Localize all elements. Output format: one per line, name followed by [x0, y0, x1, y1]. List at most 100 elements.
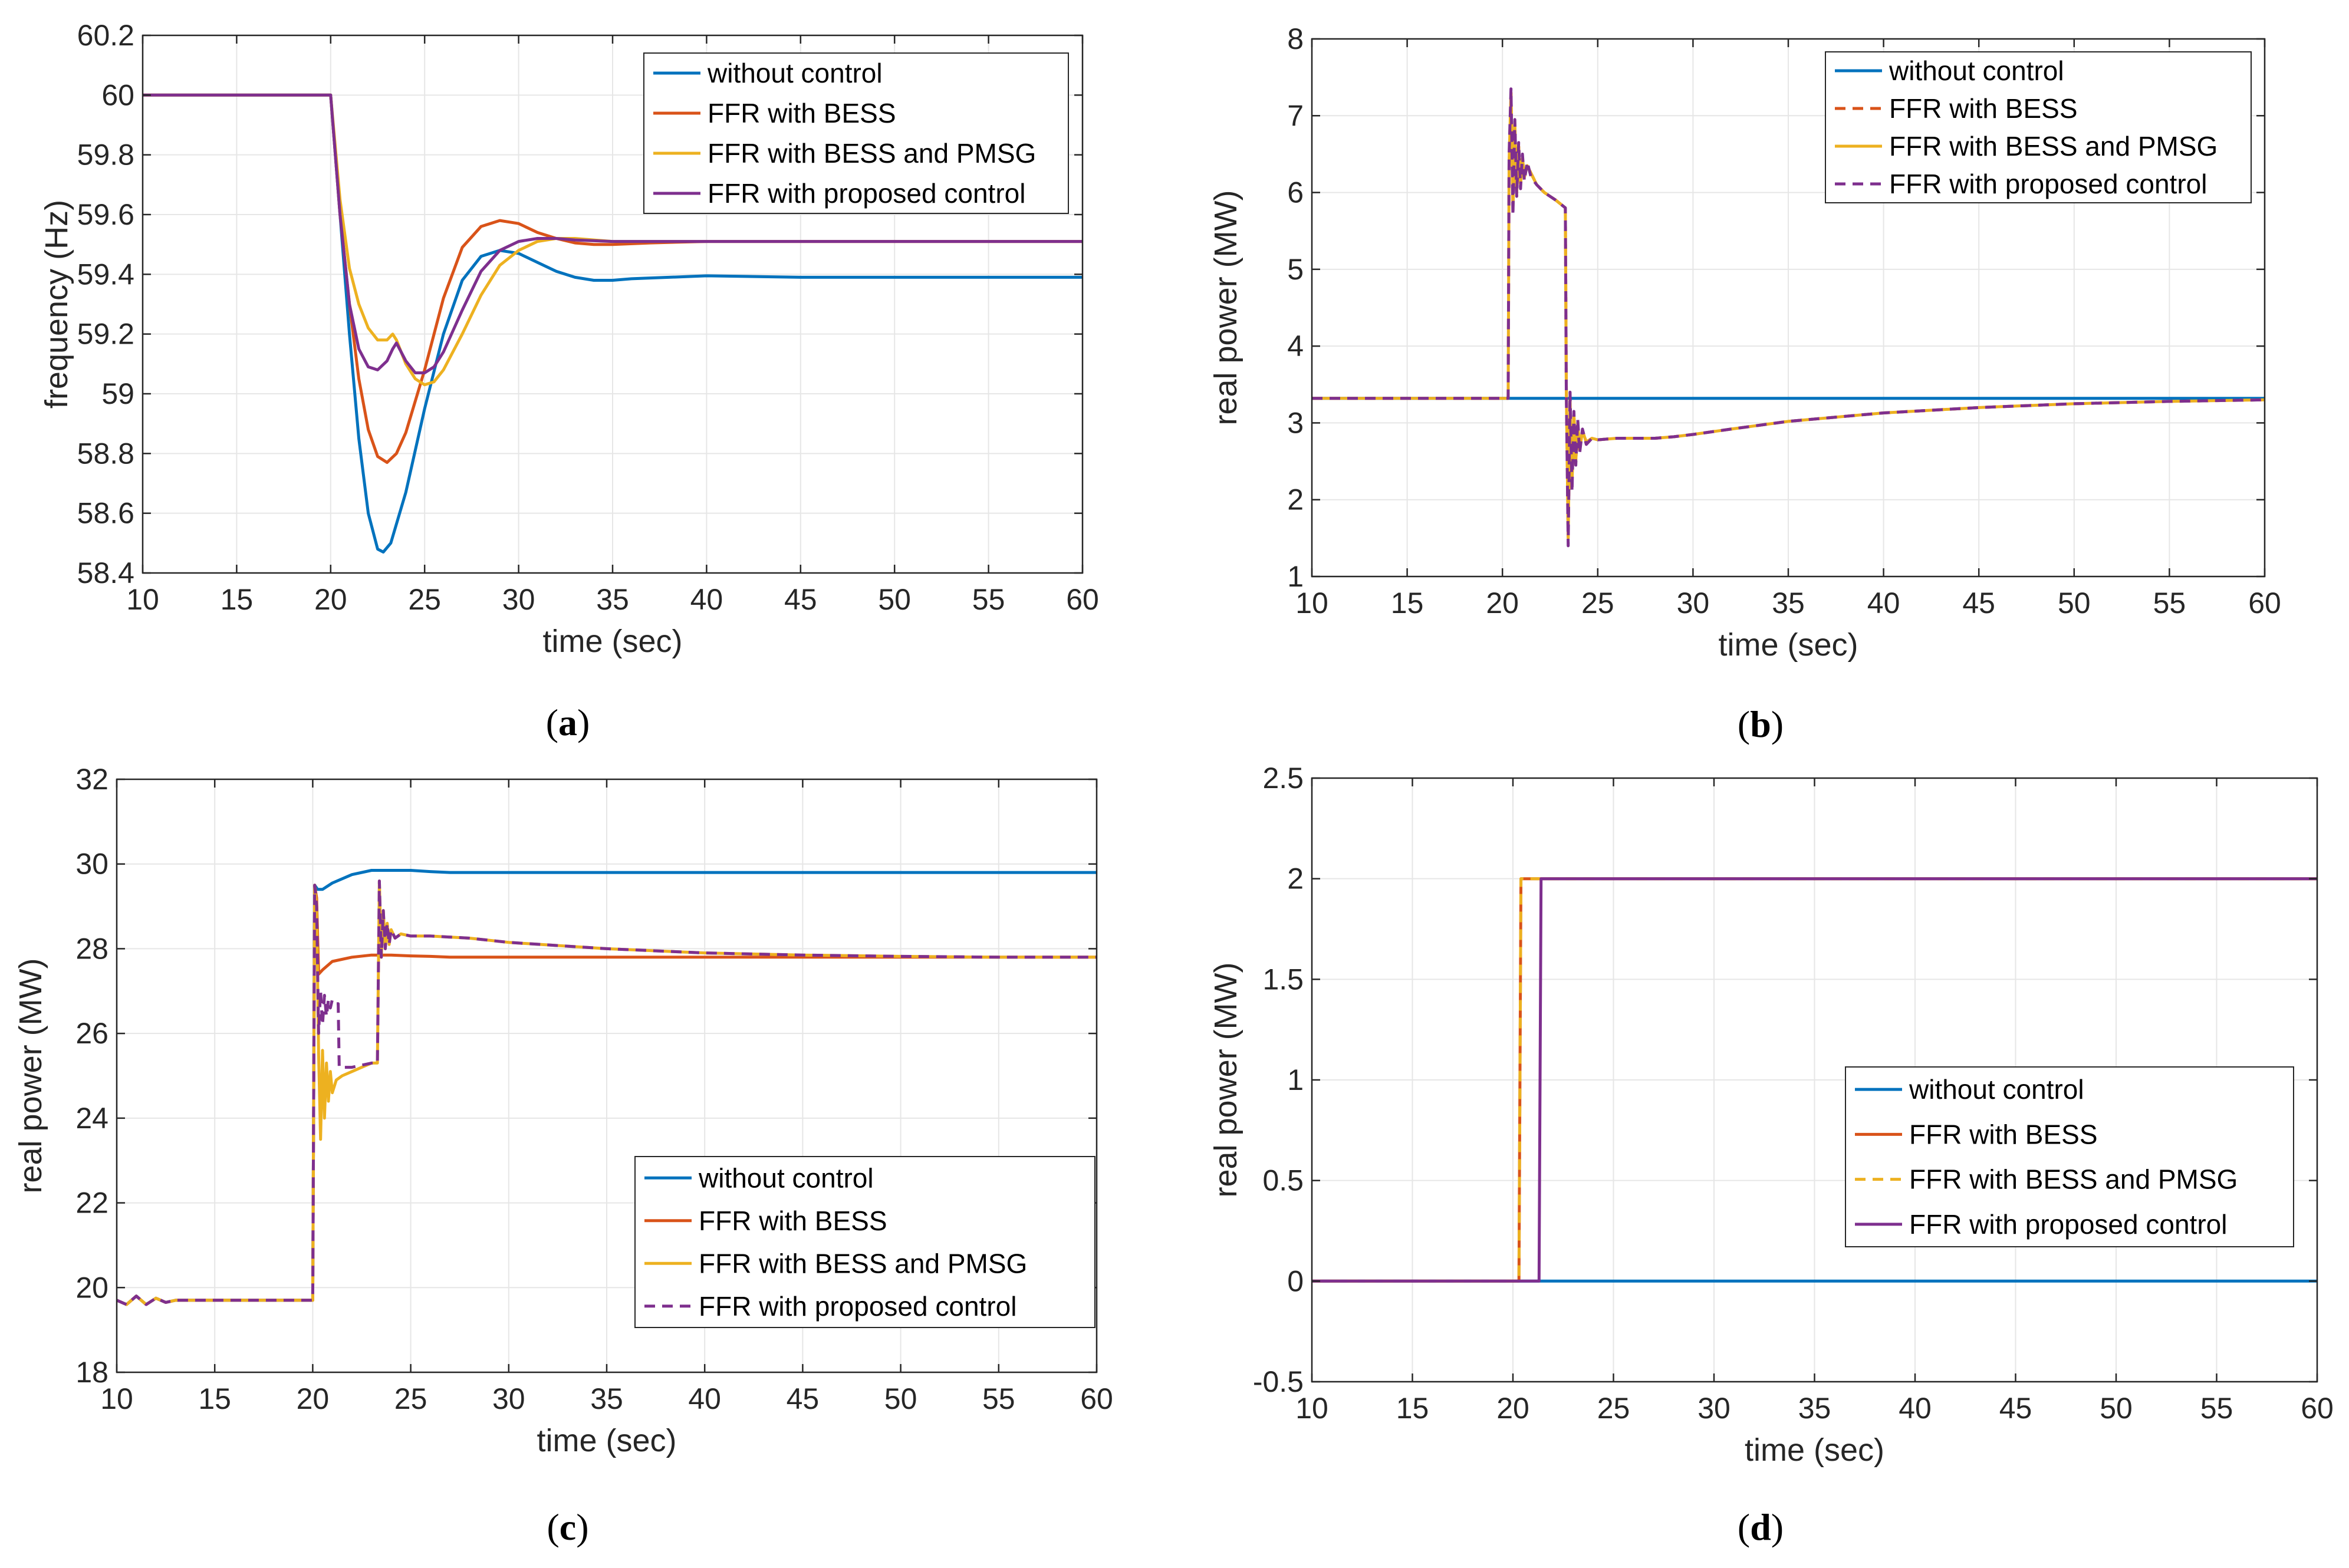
x-tick-label: 10 — [1295, 1392, 1328, 1425]
x-tick-label: 35 — [590, 1382, 623, 1415]
legend: without control FFR with BESS FFR with BES… — [1825, 51, 2252, 203]
x-tick-label: 10 — [100, 1382, 133, 1415]
y-tick-label: 59.4 — [77, 258, 134, 291]
y-tick-label: 6 — [1287, 176, 1304, 209]
legend-label: without control — [1909, 1074, 2084, 1105]
x-tick-label: 55 — [972, 583, 1005, 616]
x-axis-label: time (sec) — [537, 1423, 676, 1458]
y-tick-label: 18 — [75, 1356, 108, 1389]
y-tick-label: 22 — [75, 1187, 108, 1220]
y-tick-label: 3 — [1287, 406, 1304, 439]
x-tick-label: 35 — [596, 583, 629, 616]
x-tick-label: 30 — [1677, 587, 1710, 620]
legend-box — [1825, 51, 2252, 203]
x-tick-label: 25 — [1597, 1392, 1630, 1425]
x-axis-label: time (sec) — [1745, 1432, 1884, 1468]
x-tick-label: 25 — [408, 583, 441, 616]
y-tick-label: 26 — [75, 1017, 108, 1050]
legend-box — [643, 52, 1069, 214]
y-tick-label: 2 — [1287, 483, 1304, 516]
y-tick-label: 0.5 — [1262, 1164, 1304, 1197]
y-axis-label: real power (MW) — [13, 958, 48, 1193]
y-tick-label: 59.6 — [77, 198, 134, 231]
legend-label: FFR with BESS — [699, 1205, 887, 1236]
y-tick-label: 58.6 — [77, 497, 134, 530]
caption-letter: b — [1750, 703, 1771, 745]
legend: without control FFR with BESS FFR with BES… — [634, 1156, 1095, 1328]
x-tick-label: 35 — [1772, 587, 1805, 620]
legend-label: FFR with BESS and PMSG — [1909, 1164, 2238, 1195]
y-tick-label: 0 — [1287, 1264, 1304, 1297]
x-tick-label: 20 — [1486, 587, 1519, 620]
subfigure-caption: (b) — [1738, 703, 1784, 745]
legend-box — [1845, 1066, 2294, 1247]
legend-label: FFR with proposed control — [1909, 1209, 2227, 1240]
x-tick-label: 30 — [1697, 1392, 1731, 1425]
caption-letter: d — [1750, 1506, 1771, 1548]
y-axis-label: real power (MW) — [1208, 962, 1243, 1197]
chart-c: 10 15 20 25 30 35 40 45 50 55 60 18 20 22 24 26 28 30 32 ti… — [13, 763, 1113, 1548]
x-tick-label: 25 — [394, 1382, 427, 1415]
x-tick-label: 15 — [1391, 587, 1424, 620]
legend-label: without control — [1889, 55, 2064, 86]
legend-label: FFR with BESS — [708, 98, 896, 129]
legend-label: FFR with BESS — [1889, 93, 2078, 124]
y-tick-label: 58.8 — [77, 437, 134, 470]
legend-label: without control — [707, 58, 883, 88]
x-axis-label: time (sec) — [542, 624, 682, 659]
legend-label: FFR with proposed control — [699, 1291, 1016, 1322]
x-tick-label: 50 — [878, 583, 911, 616]
x-tick-label: 40 — [1899, 1392, 1932, 1425]
x-tick-label: 15 — [221, 583, 254, 616]
x-tick-label: 20 — [297, 1382, 330, 1415]
y-tick-label: 2.5 — [1262, 762, 1304, 795]
x-tick-label: 60 — [2248, 587, 2281, 620]
x-tick-label: 55 — [2200, 1392, 2233, 1425]
x-tick-label: 15 — [198, 1382, 231, 1415]
y-tick-label: 1.5 — [1262, 963, 1304, 996]
x-tick-label: 20 — [314, 583, 347, 616]
x-tick-label: 45 — [1962, 587, 1995, 620]
series-line-purple — [117, 879, 1097, 1306]
x-tick-label: 10 — [1295, 587, 1328, 620]
y-tick-label: 2 — [1287, 862, 1304, 895]
x-tick-label: 45 — [784, 583, 817, 616]
chart-a: 10 15 20 25 30 35 40 45 50 55 60 58.4 58.6 58.8 59 59.2… — [39, 19, 1099, 743]
x-tick-label: 55 — [2153, 587, 2186, 620]
series-line-purple — [1312, 87, 2265, 548]
x-tick-label: 55 — [982, 1382, 1015, 1415]
y-tick-label: 60 — [101, 78, 134, 111]
x-tick-label: 60 — [1080, 1382, 1113, 1415]
y-tick-label: 24 — [75, 1102, 108, 1135]
x-tick-label: 60 — [2301, 1392, 2334, 1425]
y-tick-label: 1 — [1287, 560, 1304, 593]
subfigure-caption: (c) — [547, 1506, 588, 1548]
caption-letter: c — [560, 1506, 576, 1548]
x-tick-label: 45 — [787, 1382, 820, 1415]
legend: without control FFR with BESS FFR with BES… — [1845, 1066, 2294, 1247]
legend-label: FFR with proposed control — [708, 178, 1025, 209]
x-tick-label: 30 — [502, 583, 535, 616]
legend-label: FFR with BESS and PMSG — [699, 1248, 1027, 1279]
legend: without control FFR with BESS FFR with BES… — [643, 52, 1069, 214]
x-tick-label: 15 — [1396, 1392, 1429, 1425]
caption-letter: a — [558, 701, 577, 743]
legend-label: FFR with proposed control — [1889, 169, 2207, 199]
y-tick-label: 20 — [75, 1271, 108, 1304]
y-tick-label: 59 — [101, 377, 134, 410]
x-tick-label: 45 — [1999, 1392, 2032, 1425]
x-tick-label: 40 — [690, 583, 723, 616]
y-tick-label: 59.2 — [77, 318, 134, 351]
y-tick-label: 1 — [1287, 1063, 1304, 1096]
y-axis-label: frequency (Hz) — [39, 200, 74, 409]
legend-label: FFR with BESS — [1909, 1119, 2098, 1149]
y-tick-label: 32 — [75, 763, 108, 796]
x-tick-label: 30 — [492, 1382, 525, 1415]
legend-label: FFR with BESS and PMSG — [708, 138, 1036, 169]
chart-d: 10 15 20 25 30 35 40 45 50 55 60 -0.5 0 0.5 1 1.5 2 2.5 ti… — [1208, 762, 2334, 1548]
y-tick-label: 59.8 — [77, 139, 134, 172]
y-tick-label: 60.2 — [77, 19, 134, 52]
x-tick-label: 40 — [688, 1382, 721, 1415]
